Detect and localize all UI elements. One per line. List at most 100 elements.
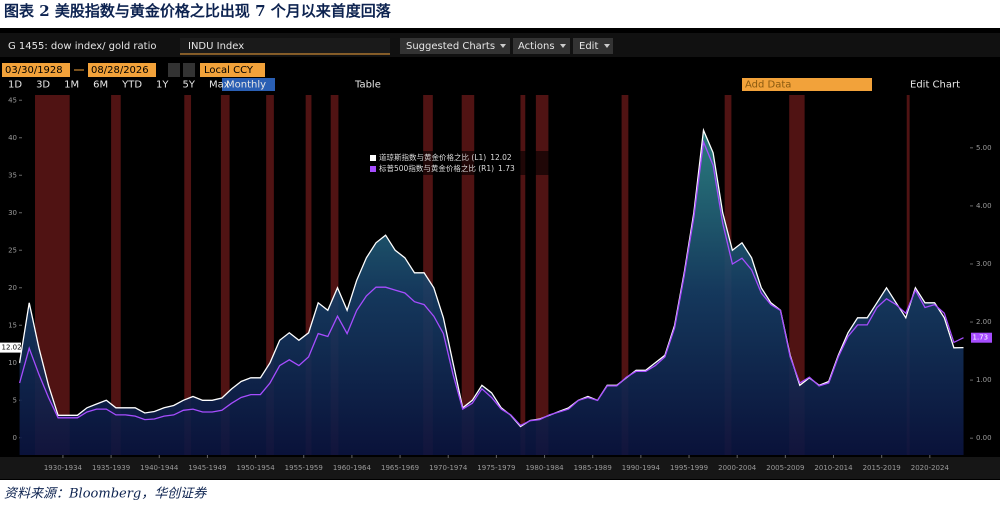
recession-band xyxy=(305,95,312,455)
recession-band xyxy=(220,95,230,455)
x-axis: 1930-1934 1935-1939 1940-1944 1945-1949 1950… xyxy=(44,455,950,472)
x-tick-label: 1950-1954 xyxy=(237,464,276,472)
axis-badge xyxy=(971,332,992,343)
legend-label: 道琼斯指数与黄金价格之比 (L1) xyxy=(379,152,486,162)
range-button[interactable]: 6M xyxy=(93,80,108,91)
range-button[interactable]: 5Y xyxy=(183,80,196,91)
series-line xyxy=(18,127,964,428)
x-tick-label: 1980-1984 xyxy=(525,464,564,472)
ticker[interactable]: INDU Index xyxy=(188,41,244,52)
x-axis-band xyxy=(0,457,1000,479)
axis-badge xyxy=(0,342,21,353)
table-button[interactable]: Table xyxy=(354,80,381,91)
recession-band xyxy=(621,95,629,455)
x-tick-label: 1935-1939 xyxy=(92,464,130,472)
button-label[interactable]: Edit xyxy=(579,41,598,52)
y2-tick-label: 2.00 xyxy=(976,318,992,326)
x-tick-label: 1990-1994 xyxy=(622,464,661,472)
x-tick-label: 1960-1964 xyxy=(333,464,372,472)
y-tick-label: 40 xyxy=(8,134,17,142)
legend-swatch xyxy=(370,166,376,172)
x-tick-label: 1945-1949 xyxy=(188,464,226,472)
recession-band xyxy=(111,95,121,455)
y-tick-label: 45 xyxy=(8,96,17,104)
date-box[interactable] xyxy=(88,63,156,77)
y-tick-label: 25 xyxy=(8,246,17,254)
button[interactable] xyxy=(573,38,613,54)
y-tick-label: 15 xyxy=(8,321,17,329)
start-date[interactable]: 03/30/1928 xyxy=(5,65,63,76)
figure-title: 图表 2 美股指数与黄金价格之比出现 7 个月以来首度回落 xyxy=(4,2,392,20)
x-tick-label: 1975-1979 xyxy=(477,464,515,472)
nav-button[interactable] xyxy=(168,63,180,77)
nav-button[interactable] xyxy=(183,63,195,77)
y2-tick-label: 5.00 xyxy=(976,144,992,152)
legend-value: 1.73 xyxy=(498,164,515,173)
add-data-box[interactable] xyxy=(742,78,872,91)
x-tick-label: 2020-2024 xyxy=(911,464,950,472)
button[interactable] xyxy=(400,38,510,54)
recession-band xyxy=(423,95,433,455)
recession-band xyxy=(906,95,910,455)
axis-badge-label: 12.02 xyxy=(2,344,22,352)
ticker-box[interactable] xyxy=(180,38,390,54)
recession-band xyxy=(184,95,192,455)
range-buttons: 1D 3D 1M 6M YTD 1Y 5Y Max xyxy=(8,80,230,91)
x-tick-label: 1970-1974 xyxy=(429,464,468,472)
y2-tick-label: 1.00 xyxy=(976,376,992,384)
plot: 0 5 10 15 20 25 30 35 40 45 0.00 1.00 2.00 3.00 4.00 5.… xyxy=(0,95,992,456)
button[interactable] xyxy=(513,38,570,54)
x-tick-label: 1995-1999 xyxy=(670,464,708,472)
range-button[interactable]: Max xyxy=(209,80,230,91)
currency-box[interactable] xyxy=(200,63,265,77)
recession-band xyxy=(330,95,339,455)
source: 资料来源：Bloomberg，华创证券 xyxy=(4,487,207,502)
add-data[interactable]: Add Data xyxy=(745,80,791,91)
edit-chart[interactable]: Edit Chart xyxy=(910,80,960,91)
x-tick-label: 2000-2004 xyxy=(718,464,757,472)
series-line xyxy=(18,139,964,427)
y-tick-label: 20 xyxy=(8,284,17,292)
range-button[interactable]: YTD xyxy=(121,80,142,91)
x-tick-label: 1955-1959 xyxy=(285,464,323,472)
y-tick-label: 10 xyxy=(8,359,17,367)
legend-box xyxy=(366,151,554,175)
range-button[interactable]: 1M xyxy=(64,80,79,91)
axis-badge-label: 1.73 xyxy=(973,334,989,342)
y-tick-label: 30 xyxy=(8,209,17,217)
recession-band xyxy=(520,95,526,455)
frequency[interactable]: Monthly xyxy=(226,80,266,91)
y2-tick-label: 0.00 xyxy=(976,434,992,442)
button-label[interactable]: Suggested Charts xyxy=(406,41,495,52)
frequency-box[interactable] xyxy=(222,78,275,91)
range-button[interactable]: 1D xyxy=(8,80,22,91)
x-tick-label: 2015-2019 xyxy=(863,464,901,472)
legend-value: 12.02 xyxy=(490,153,512,162)
x-tick-label: 1985-1989 xyxy=(574,464,612,472)
legend-swatch xyxy=(370,155,376,161)
area xyxy=(19,130,964,456)
range-button[interactable]: 3D xyxy=(36,80,50,91)
x-tick-label: 2005-2009 xyxy=(766,464,804,472)
recession-band xyxy=(535,95,549,455)
y2-tick-label: 3.00 xyxy=(976,260,992,268)
y-tick-label: 5 xyxy=(13,396,17,404)
button-label[interactable]: Actions xyxy=(518,41,555,52)
recession-band xyxy=(266,95,274,455)
currency[interactable]: Local CCY xyxy=(204,65,254,76)
legend-label: 标普500指数与黄金价格之比 (R1) xyxy=(379,163,494,173)
range-button[interactable]: 1Y xyxy=(156,80,169,91)
x-tick-label: 1940-1944 xyxy=(140,464,179,472)
y-tick-label: 35 xyxy=(8,171,17,179)
x-tick-label: 1965-1969 xyxy=(381,464,419,472)
y2-tick-label: 4.00 xyxy=(976,202,992,210)
x-tick-label: 1930-1934 xyxy=(44,464,83,472)
end-date[interactable]: 08/28/2026 xyxy=(91,65,149,76)
window-title: G 1455: dow index/ gold ratio xyxy=(8,41,156,52)
date-box[interactable] xyxy=(2,63,70,77)
recession-band xyxy=(461,95,475,455)
y-tick-label: 0 xyxy=(13,434,17,442)
x-tick-label: 2010-2014 xyxy=(814,464,853,472)
